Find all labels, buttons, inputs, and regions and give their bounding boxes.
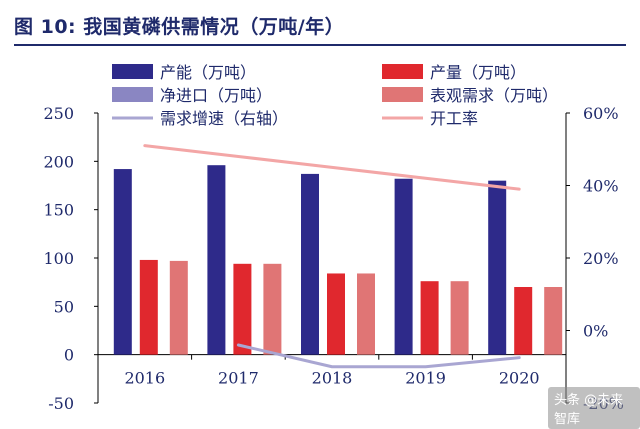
bar-production bbox=[139, 259, 158, 355]
x-tick-label: 2019 bbox=[405, 369, 446, 388]
bar-apparent-demand bbox=[263, 263, 282, 355]
y-tick-label-right: 40% bbox=[583, 177, 619, 196]
bar-apparent-demand bbox=[450, 281, 469, 355]
legend-label-production: 产量（万吨） bbox=[430, 63, 526, 82]
watermark: 头条 @未来智库 bbox=[548, 387, 640, 429]
legend-label-capacity: 产能（万吨） bbox=[160, 63, 256, 82]
line-utilization bbox=[143, 144, 521, 191]
lines bbox=[143, 144, 521, 369]
legend-label-utilization: 开工率 bbox=[430, 109, 478, 128]
bar-capacity bbox=[301, 173, 319, 355]
legend-swatch-apparent-demand bbox=[382, 87, 423, 102]
x-tick-label: 2016 bbox=[124, 369, 165, 388]
y-tick-label-left: 250 bbox=[43, 104, 74, 123]
y-tick-label-left: 150 bbox=[43, 201, 74, 220]
y-tick-label-right: 0% bbox=[583, 322, 608, 341]
bar-apparent-demand bbox=[357, 273, 375, 355]
combo-chart: 产能（万吨） 产量（万吨） 净进口（万吨） 表观需求（万吨） 需求增速（右轴） 开工率 -… bbox=[43, 63, 624, 413]
legend: 产能（万吨） 产量（万吨） 净进口（万吨） 表观需求（万吨） 需求增速（右轴） 开工率 bbox=[112, 63, 558, 128]
bar-apparent-demand bbox=[169, 260, 188, 355]
bar-production bbox=[420, 281, 439, 355]
y-tick-label-left: -50 bbox=[48, 394, 74, 413]
bar-apparent-demand bbox=[544, 287, 563, 355]
y-tick-label-left: 100 bbox=[43, 249, 74, 268]
legend-swatch-production bbox=[382, 64, 423, 79]
legend-label-net-import: 净进口（万吨） bbox=[160, 86, 272, 105]
x-tick-label: 2017 bbox=[218, 369, 259, 388]
bar-capacity bbox=[394, 178, 413, 355]
axes: -50050100150200250-20%0%20%40%60%2016201… bbox=[43, 104, 624, 413]
legend-label-apparent-demand: 表观需求（万吨） bbox=[430, 86, 558, 105]
y-tick-label-left: 0 bbox=[64, 346, 74, 365]
bar-production bbox=[327, 273, 345, 355]
x-tick-label: 2018 bbox=[312, 369, 353, 388]
chart-title: 图 10: 我国黄磷供需情况（万吨/年） bbox=[14, 16, 345, 38]
y-tick-label-right: 60% bbox=[583, 104, 619, 123]
bar-capacity bbox=[113, 169, 132, 355]
title-rule bbox=[14, 44, 626, 46]
bar-capacity bbox=[207, 165, 226, 355]
line-demand-growth bbox=[236, 343, 521, 369]
bar-production bbox=[233, 263, 252, 355]
legend-swatch-capacity bbox=[112, 64, 153, 79]
x-tick-label: 2020 bbox=[499, 369, 540, 388]
y-tick-label-left: 200 bbox=[43, 152, 74, 171]
y-tick-label-left: 50 bbox=[54, 297, 74, 316]
legend-swatch-net-import bbox=[112, 87, 153, 102]
legend-label-demand-growth: 需求增速（右轴） bbox=[160, 109, 288, 128]
bar-production bbox=[514, 287, 533, 355]
bar-capacity bbox=[488, 180, 507, 355]
y-tick-label-right: 20% bbox=[583, 249, 619, 268]
bars bbox=[113, 165, 563, 355]
